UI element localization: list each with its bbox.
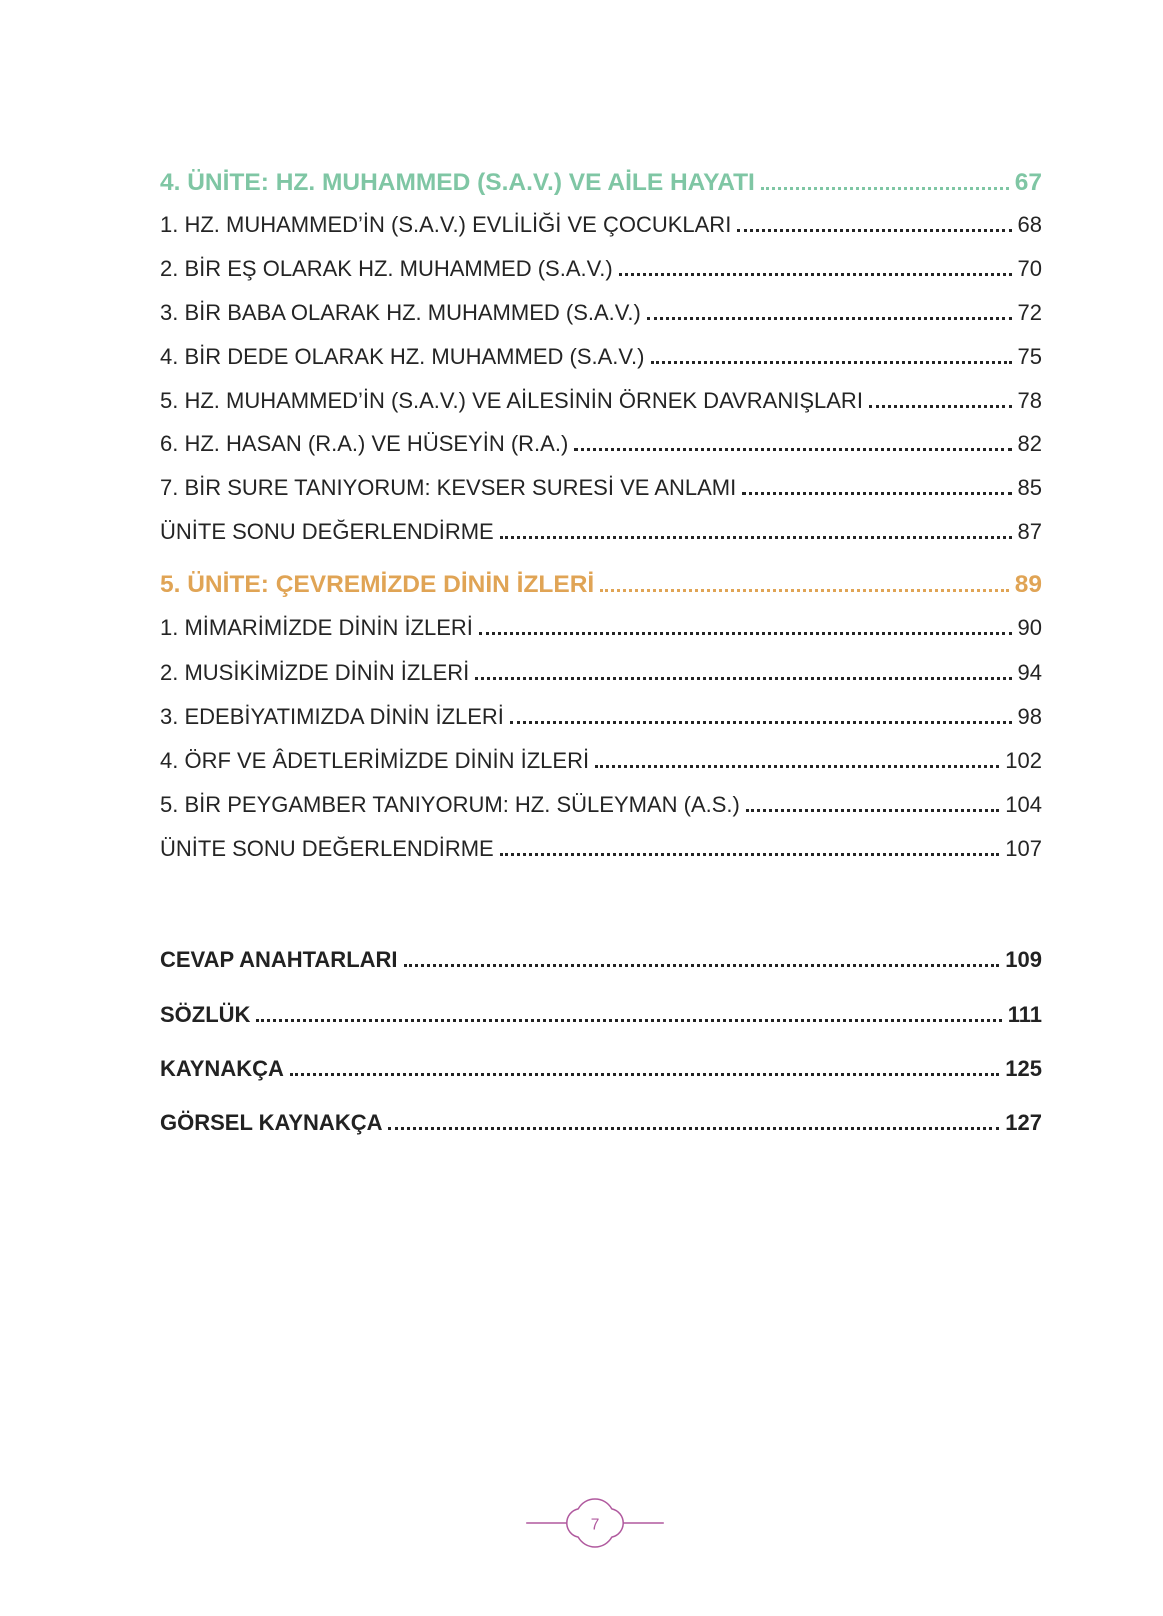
svg-text:7: 7 [590, 1516, 599, 1533]
